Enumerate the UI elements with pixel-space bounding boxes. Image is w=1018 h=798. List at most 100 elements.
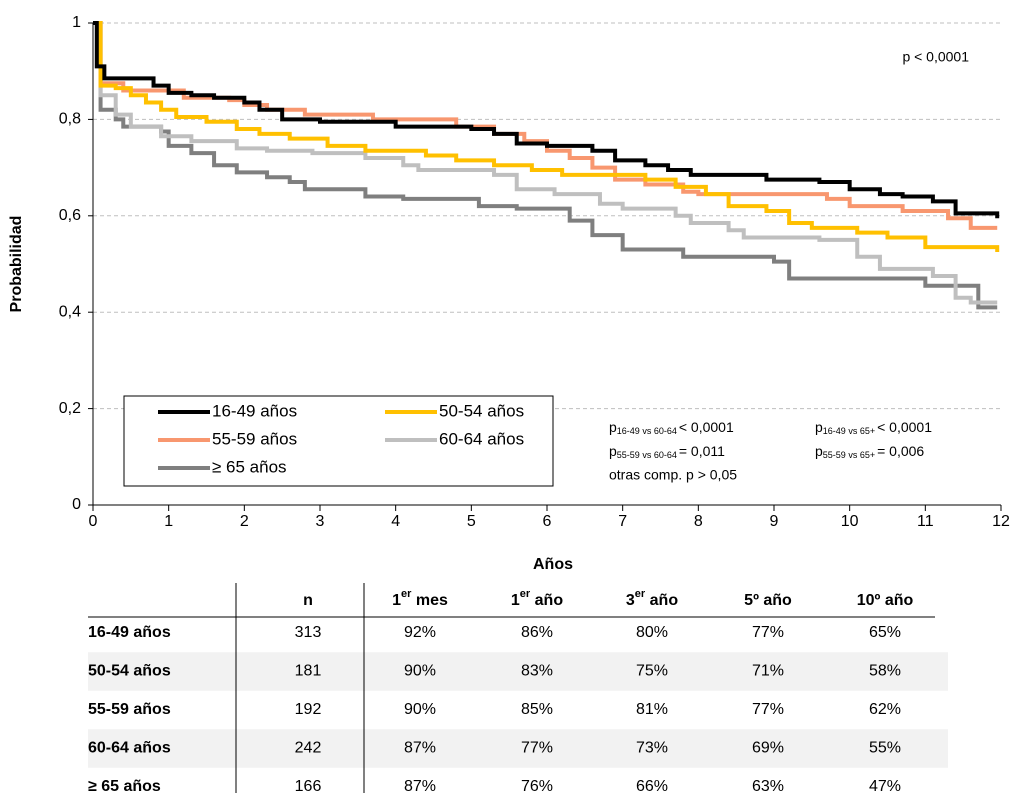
table-cell: 86%	[521, 624, 553, 641]
table-cell: 65%	[869, 624, 901, 641]
table-cell: 73%	[636, 740, 668, 757]
y-tick-label: 0,6	[59, 207, 81, 224]
header-sup: er	[520, 588, 531, 600]
x-tick-label: 1	[164, 513, 173, 530]
p-symbol: p	[815, 443, 823, 459]
p-subscript: 55-59 vs 60-64	[617, 450, 677, 460]
header-after: año	[530, 592, 563, 609]
x-tick-label: 2	[240, 513, 249, 530]
survival-curve	[93, 21, 998, 310]
table-cell: 83%	[521, 663, 553, 680]
table-header: n	[303, 592, 313, 609]
header-sup: er	[635, 588, 646, 600]
table-cell: 77%	[752, 624, 784, 641]
table-header: 3er año	[626, 588, 678, 609]
table-cell: 87%	[404, 778, 436, 793]
x-tick-label: 3	[316, 513, 325, 530]
p-value: < 0,0001	[679, 419, 734, 435]
table-row-label: 60-64 años	[88, 740, 171, 757]
note: otras comp. p > 0,05	[609, 467, 737, 483]
legend-label: ≥ 65 años	[212, 457, 287, 476]
table-cell: 55%	[869, 740, 901, 757]
table-cell: 90%	[404, 663, 436, 680]
table-cell: 87%	[404, 740, 436, 757]
header-after: mes	[411, 592, 448, 609]
header-main: 3	[626, 592, 635, 609]
y-tick-label: 0,4	[59, 303, 81, 320]
x-axis-label: Años	[533, 556, 573, 573]
table-cell: 166	[295, 778, 322, 793]
table-cell: 81%	[636, 701, 668, 718]
x-tick-label: 12	[992, 513, 1010, 530]
table-row-bg	[88, 652, 948, 691]
y-axis-label: Probabilidad	[8, 216, 25, 313]
legend-label: 60-64 años	[439, 429, 524, 448]
p-comparison: p55-59 vs 65+ = 0,006	[815, 443, 924, 461]
header-after: año	[645, 592, 678, 609]
x-tick-label: 10	[841, 513, 859, 530]
table-cell: 313	[295, 624, 322, 641]
table-row-label: 50-54 años	[88, 663, 171, 680]
table-cell: 66%	[636, 778, 668, 793]
x-tick-label: 11	[917, 513, 934, 530]
table-cell: 242	[295, 740, 322, 757]
p-symbol: p	[815, 419, 823, 435]
p-subscript: 55-59 vs 65+	[823, 450, 875, 460]
table-cell: 63%	[752, 778, 784, 793]
x-tick-label: 9	[770, 513, 779, 530]
survival-curve	[93, 21, 1000, 219]
p-subscript: 16-49 vs 60-64	[617, 426, 677, 436]
table-header: 5º año	[744, 592, 792, 609]
table-cell: 77%	[521, 740, 553, 757]
legend-label: 16-49 años	[212, 401, 297, 420]
survival-curve	[93, 21, 998, 230]
table-row-bg	[88, 729, 948, 768]
p-value: = 0,006	[877, 443, 924, 459]
table-cell: 62%	[869, 701, 901, 718]
header-main: 1	[392, 592, 401, 609]
table-row-label: ≥ 65 años	[88, 778, 161, 793]
x-tick-label: 5	[467, 513, 476, 530]
p-subscript: 16-49 vs 65+	[823, 426, 875, 436]
table-row-label: 55-59 años	[88, 701, 171, 718]
x-tick-label: 7	[618, 513, 627, 530]
legend-label: 55-59 años	[212, 429, 297, 448]
table-header: 10º año	[857, 592, 914, 609]
table-row-label: 16-49 años	[88, 624, 171, 641]
p-comparison: p55-59 vs 60-64 = 0,011	[609, 443, 725, 461]
table-cell: 80%	[636, 624, 668, 641]
x-tick-label: 0	[89, 513, 98, 530]
legend-label: 50-54 años	[439, 401, 524, 420]
table-header: 1er mes	[392, 588, 448, 609]
table-cell: 75%	[636, 663, 668, 680]
table-cell: 77%	[752, 701, 784, 718]
p-comparison: p16-49 vs 60-64 < 0,0001	[609, 419, 734, 437]
y-tick-label: 0	[72, 496, 81, 513]
table-cell: 90%	[404, 701, 436, 718]
table-cell: 71%	[752, 663, 784, 680]
table-cell: 192	[295, 701, 322, 718]
x-tick-label: 8	[694, 513, 703, 530]
table-cell: 92%	[404, 624, 436, 641]
table-cell: 47%	[869, 778, 901, 793]
table-cell: 85%	[521, 701, 553, 718]
table-header: 1er año	[511, 588, 563, 609]
y-tick-label: 0,8	[59, 111, 81, 128]
p-symbol: p	[609, 419, 617, 435]
y-tick-label: 1	[72, 14, 81, 31]
x-tick-label: 6	[543, 513, 552, 530]
survival-curve	[93, 21, 998, 305]
p-value: = 0,011	[679, 443, 725, 459]
table-cell: 76%	[521, 778, 553, 793]
table-cell: 69%	[752, 740, 784, 757]
table-cell: 58%	[869, 663, 901, 680]
x-tick-label: 4	[391, 513, 400, 530]
header-main: 1	[511, 592, 520, 609]
p-symbol: p	[609, 443, 617, 459]
y-tick-label: 0,2	[59, 400, 81, 417]
annotation: p < 0,0001	[902, 49, 969, 65]
table-cell: 181	[295, 663, 322, 680]
header-sup: er	[401, 588, 412, 600]
p-comparison: p16-49 vs 65+ < 0,0001	[815, 419, 932, 437]
